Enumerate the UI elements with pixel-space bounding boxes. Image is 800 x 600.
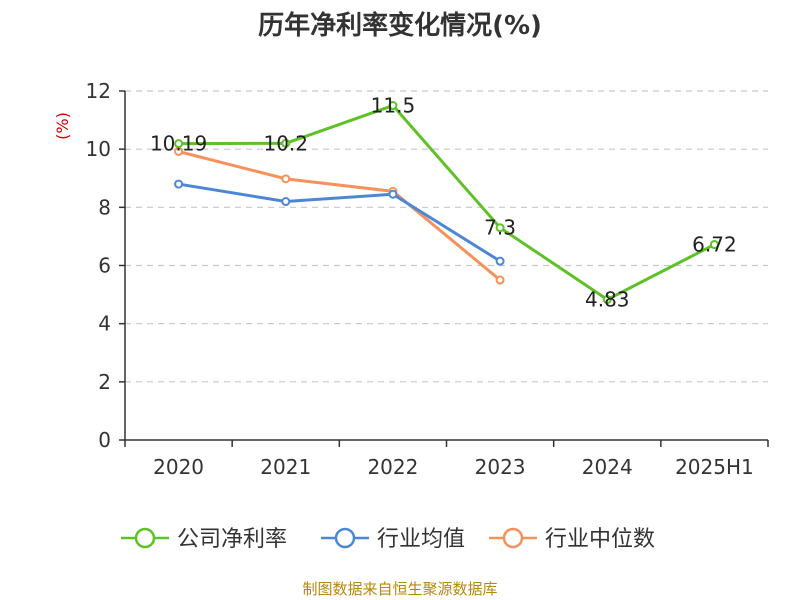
data-point xyxy=(281,174,291,184)
y-axis-label: (%) xyxy=(53,112,72,140)
legend-marker xyxy=(502,527,524,549)
y-tick-label: 0 xyxy=(98,428,111,452)
data-point xyxy=(174,179,184,189)
legend-label: 行业中位数 xyxy=(545,527,655,552)
y-tick-label: 12 xyxy=(86,79,111,103)
legend-label: 公司净利率 xyxy=(177,527,287,552)
data-point xyxy=(174,139,184,149)
data-label: 6.72 xyxy=(692,233,737,257)
data-point xyxy=(602,295,612,305)
legend-label: 行业均值 xyxy=(377,527,465,552)
x-tick-label: 2024 xyxy=(582,455,633,479)
y-tick-label: 6 xyxy=(98,254,111,278)
y-tick-label: 2 xyxy=(98,370,111,394)
legend-marker xyxy=(334,527,356,549)
legend: 公司净利率 行业均值 行业中位数 xyxy=(121,527,655,552)
x-tick-label: 2022 xyxy=(367,455,418,479)
series-layer xyxy=(174,101,719,305)
data-point xyxy=(281,197,291,207)
axes: 0 2 4 6 8 10 12 2020 2021 2022 2023 2024 2025H1 xyxy=(86,79,769,479)
data-label: 11.5 xyxy=(371,94,416,118)
data-point xyxy=(709,240,719,250)
series-3 xyxy=(174,146,505,285)
series-line xyxy=(178,182,501,263)
x-tick-label: 2020 xyxy=(153,455,204,479)
source-note: 制图数据来自恒生聚源数据库 xyxy=(302,580,497,598)
data-labels: 10.19 10.2 11.5 7.3 4.83 6.72 xyxy=(150,94,737,312)
data-label: 10.2 xyxy=(263,131,308,155)
y-tick-label: 10 xyxy=(86,137,111,161)
y-tick-label: 8 xyxy=(98,195,111,219)
chart-title: 历年净利率变化情况(%) xyxy=(258,10,542,41)
legend-item-1: 公司净利率 xyxy=(121,527,287,552)
legend-marker xyxy=(134,527,156,549)
y-tick-label: 4 xyxy=(98,312,111,336)
legend-item-2: 行业均值 xyxy=(321,527,465,552)
data-label: 4.83 xyxy=(585,288,630,312)
legend-item-3: 行业中位数 xyxy=(489,527,655,552)
x-tick-label: 2023 xyxy=(475,455,526,479)
series-line xyxy=(178,104,716,302)
x-tick-label: 2025H1 xyxy=(675,455,754,479)
series-1 xyxy=(174,101,719,305)
data-point xyxy=(281,138,291,148)
data-label: 10.19 xyxy=(150,132,207,156)
data-label: 7.3 xyxy=(484,216,516,240)
data-point xyxy=(495,223,505,233)
series-line xyxy=(178,150,502,282)
data-point xyxy=(388,189,398,199)
x-tick-label: 2021 xyxy=(260,455,311,479)
data-point xyxy=(388,101,398,111)
data-point xyxy=(495,275,505,285)
data-point xyxy=(495,256,505,266)
series-2 xyxy=(174,179,505,266)
grid-lines xyxy=(125,90,768,383)
